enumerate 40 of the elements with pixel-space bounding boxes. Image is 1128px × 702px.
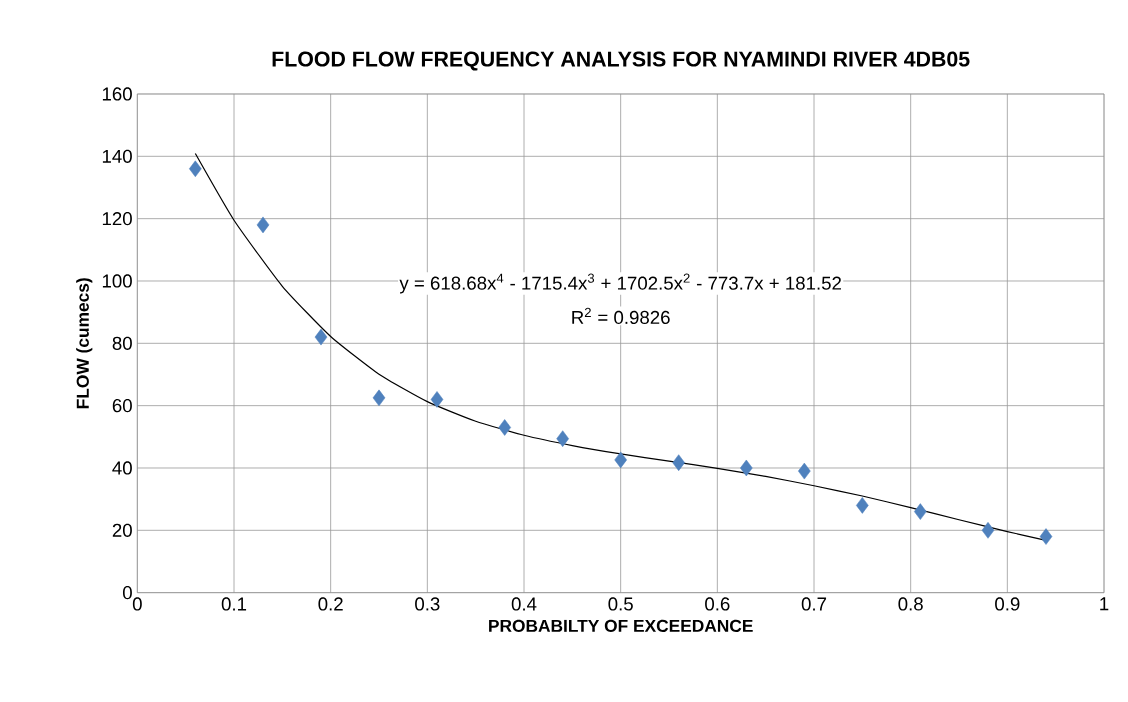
point — [981, 522, 995, 539]
y-tick-label: 100 — [102, 274, 132, 288]
y-tick-label: 40 — [112, 461, 132, 475]
y-axis-title: FLOW (cumecs) — [76, 278, 93, 409]
x-tick-label: 0.2 — [318, 597, 343, 611]
y-tick-label: 120 — [102, 212, 132, 226]
y-tick-label: 160 — [102, 87, 132, 101]
y-tick-label: 0 — [122, 586, 132, 600]
x-axis-title: PROBABILTY OF EXCEEDANCE — [489, 619, 753, 632]
point — [556, 430, 569, 447]
point — [430, 391, 444, 408]
x-tick-label: 0.1 — [221, 597, 247, 611]
annotation: R$^{2}$ = 0.9826 — [572, 307, 670, 325]
point — [256, 216, 270, 234]
x-tick-label: 0.5 — [608, 597, 633, 611]
y-tick-label: 20 — [112, 523, 132, 537]
point — [740, 459, 753, 477]
x-tick-label: 0.8 — [898, 597, 923, 611]
point — [314, 328, 328, 346]
point — [914, 503, 927, 520]
y-tick-label: 60 — [112, 399, 132, 413]
point — [856, 497, 869, 514]
point — [189, 160, 202, 178]
point — [372, 389, 386, 407]
chart-title: FLOOD FLOW FREQUENCY ANALYSIS FOR NYAMINDI RIVER 4DB05 — [272, 51, 970, 71]
point — [614, 451, 627, 469]
x-tick-label: 0.6 — [705, 597, 730, 611]
point — [1039, 528, 1053, 545]
x-tick-label: 0.3 — [415, 597, 440, 611]
point — [672, 454, 685, 471]
x-tick-label: 0.4 — [511, 597, 537, 611]
x-tick-label: 0.7 — [801, 597, 827, 611]
y-tick-label: 80 — [112, 336, 132, 350]
point — [498, 419, 511, 436]
x-tick-label: 0.9 — [995, 597, 1020, 611]
x-tick-label: 1 — [1100, 597, 1109, 611]
y-tick-label: 140 — [102, 149, 132, 163]
x-tick-label: 0 — [132, 597, 142, 611]
point — [798, 462, 811, 480]
annotation: y = 618.68x$^{4}$ - 1715.4x$^{3}$ + 1702.5x$^{2}$ - 773.7x + 181.52 — [399, 273, 841, 294]
